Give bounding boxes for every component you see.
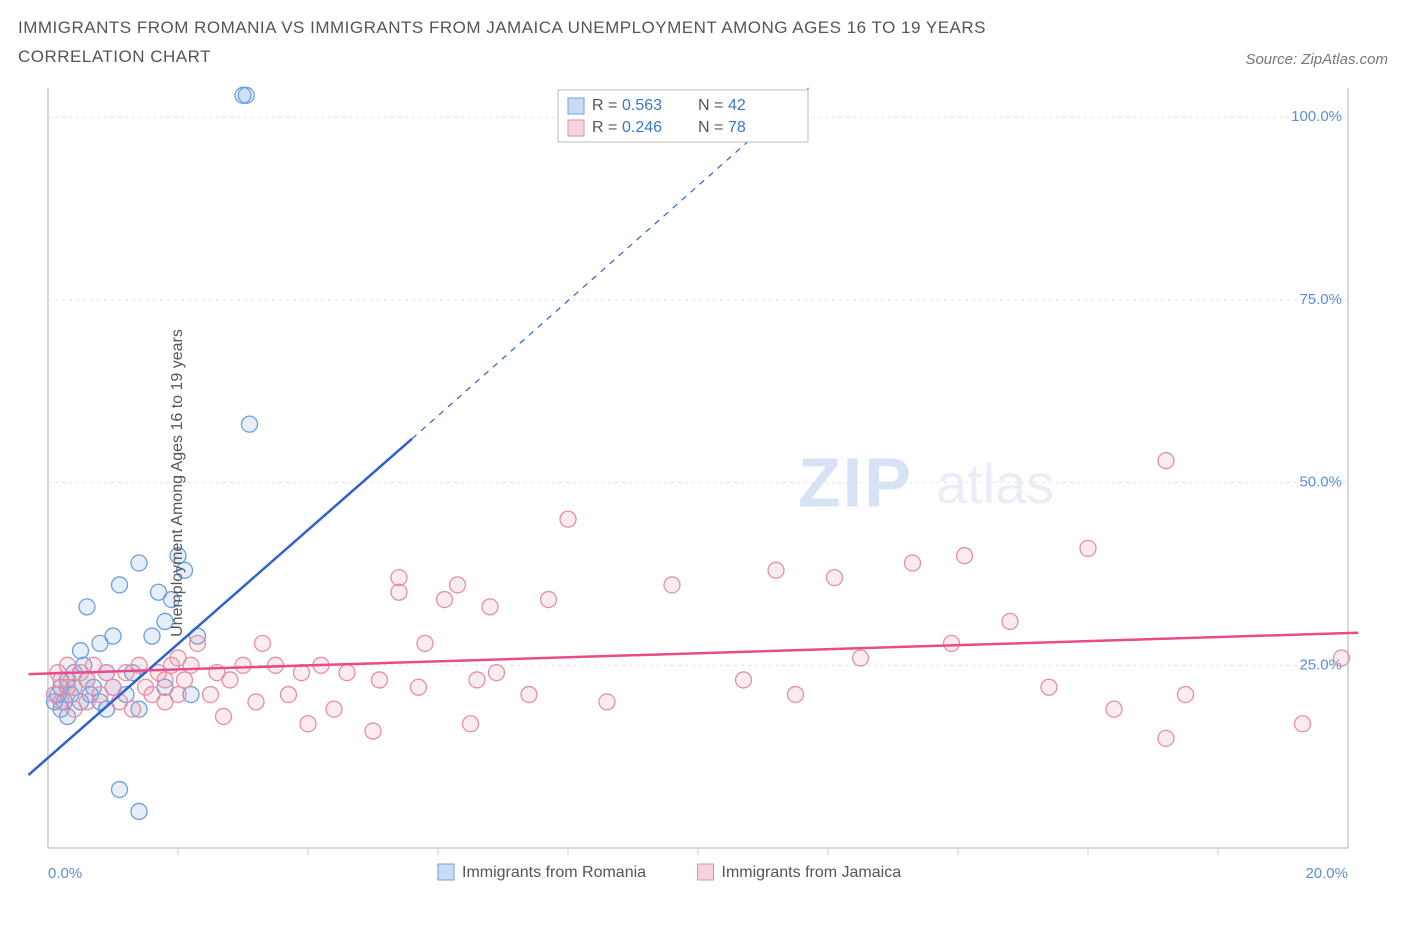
svg-text:100.0%: 100.0%	[1291, 108, 1342, 125]
svg-text:42: 42	[728, 97, 746, 114]
y-axis-label: Unemployment Among Ages 16 to 19 years	[169, 329, 187, 637]
svg-text:Immigrants from Jamaica: Immigrants from Jamaica	[722, 864, 902, 881]
source-label: Source: ZipAtlas.com	[1245, 51, 1388, 72]
svg-text:75.0%: 75.0%	[1299, 291, 1342, 308]
svg-text:Immigrants from Romania: Immigrants from Romania	[462, 864, 646, 881]
svg-text:78: 78	[728, 119, 746, 136]
svg-text:=: =	[714, 119, 723, 136]
svg-text:atlas: atlas	[936, 452, 1054, 515]
svg-text:0.563: 0.563	[622, 97, 662, 114]
svg-text:R: R	[592, 97, 604, 114]
svg-text:20.0%: 20.0%	[1305, 865, 1348, 882]
svg-text:=: =	[714, 97, 723, 114]
svg-text:0.0%: 0.0%	[48, 865, 82, 882]
svg-text:N: N	[698, 97, 710, 114]
svg-text:N: N	[698, 119, 710, 136]
chart-title: IMMIGRANTS FROM ROMANIA VS IMMIGRANTS FR…	[18, 14, 1118, 72]
svg-text:=: =	[608, 97, 617, 114]
svg-text:50.0%: 50.0%	[1299, 473, 1342, 490]
svg-text:ZIP: ZIP	[798, 443, 913, 521]
svg-text:=: =	[608, 119, 617, 136]
svg-text:R: R	[592, 119, 604, 136]
scatter-chart: 25.0%50.0%75.0%100.0%ZIPatlas0.0%20.0%R=…	[18, 78, 1358, 888]
chart-container: Unemployment Among Ages 16 to 19 years 2…	[18, 78, 1388, 888]
svg-text:0.246: 0.246	[622, 119, 662, 136]
